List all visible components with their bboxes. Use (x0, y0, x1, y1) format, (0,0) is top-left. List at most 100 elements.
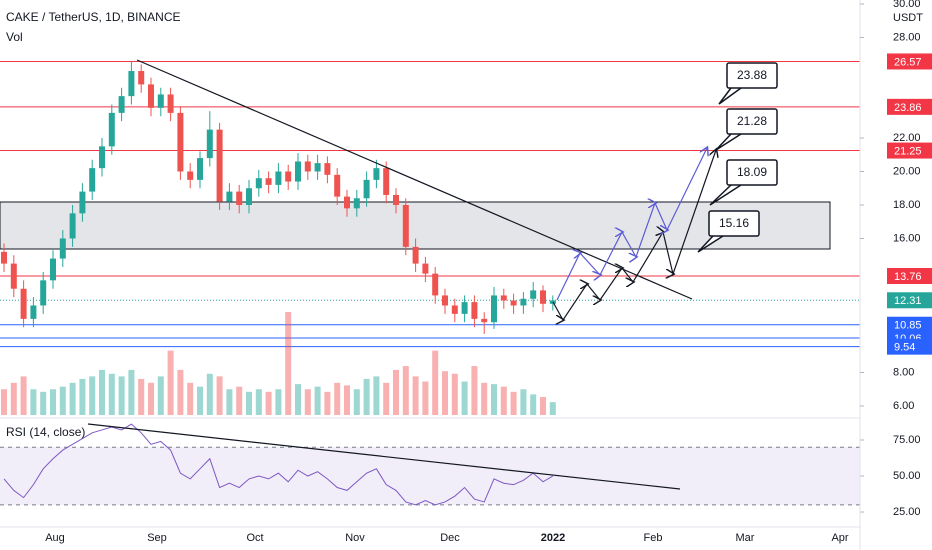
volume-bar (128, 369, 135, 415)
volume-bar (510, 391, 517, 415)
price-tag-label: 12.31 (894, 295, 922, 307)
price-tag-label: 13.76 (894, 271, 922, 283)
candle-body (216, 129, 223, 202)
volume-bar (216, 376, 223, 415)
candle-body (10, 263, 17, 289)
candle-body (226, 191, 233, 202)
candle-body (461, 302, 468, 314)
callout-pointer (718, 87, 742, 105)
candle-body (197, 158, 203, 180)
volume-bar (275, 389, 282, 415)
price-tag (887, 142, 932, 159)
volume-bar (265, 391, 272, 415)
price-tag-label: 26.57 (894, 56, 922, 68)
volume-bar (255, 389, 262, 415)
volume-bar (236, 386, 243, 415)
y-tick-label: 22.00 (893, 132, 921, 144)
rsi-band (0, 447, 860, 505)
candle-body (304, 161, 311, 172)
volume-bar (344, 385, 350, 415)
volume-bar (373, 376, 380, 415)
candle-body (236, 191, 243, 205)
volume-bar (402, 366, 409, 415)
callout-label: 18.09 (737, 165, 767, 179)
volume-bar (89, 376, 96, 415)
candle-body (40, 280, 47, 306)
volume-bar (334, 382, 341, 415)
candle-body (324, 163, 331, 175)
candle-body (334, 174, 341, 197)
callout-box (726, 159, 778, 186)
volume-bar (30, 389, 37, 415)
volume-bar (226, 389, 233, 415)
callout-pointer (715, 133, 742, 151)
candle-body (373, 168, 380, 180)
x-tick-label: Apr (831, 532, 848, 544)
symbol: CAKE / TetherUS, 1D, BINANCE (6, 10, 181, 24)
y-tick-label: 6.00 (893, 400, 914, 412)
x-tick-label: Feb (644, 532, 663, 544)
candle-body (363, 179, 370, 199)
candle-body (69, 213, 76, 239)
y-tick-label: 75.00 (893, 434, 921, 446)
volume-bar (540, 396, 546, 415)
y-tick-label: 25.00 (893, 506, 921, 518)
volume-bar (1, 389, 7, 415)
volume-bar (99, 369, 105, 415)
x-tick-label: Sep (147, 532, 167, 544)
candle-body (295, 161, 301, 182)
volume-bar (520, 389, 527, 415)
volume-bar (177, 369, 184, 415)
volume-bar (69, 382, 76, 415)
volume-bar (187, 382, 194, 415)
price-tag (887, 316, 932, 333)
candle-body (353, 198, 360, 209)
candle-body (1, 251, 7, 264)
candle-body (442, 295, 448, 306)
candle-body (520, 298, 527, 306)
x-tick-label: Dec (440, 532, 460, 544)
candle-body (59, 238, 66, 259)
candle-body (393, 194, 399, 205)
candle-body (108, 112, 115, 147)
volume-bar (167, 350, 174, 415)
candle-body (275, 171, 282, 185)
volume-bar (206, 373, 213, 415)
candle-body (451, 305, 458, 314)
volume-bar (79, 378, 86, 415)
candle-body (314, 163, 321, 172)
price-tag (887, 267, 932, 284)
volume-bar (20, 376, 27, 415)
candle-body (402, 204, 409, 247)
volume-bar (481, 382, 488, 415)
price-tag (887, 98, 932, 115)
volume-bar (295, 384, 301, 415)
candle-body (246, 188, 252, 205)
volume-bar (393, 369, 399, 415)
callout-label: 21.28 (737, 114, 767, 128)
candle-body (167, 94, 174, 113)
candle-body (118, 96, 125, 113)
callout-box (726, 108, 778, 135)
candle-body (383, 168, 390, 195)
candle-body (128, 71, 135, 97)
candle-body (422, 263, 429, 274)
x-tick-label: Aug (45, 532, 65, 544)
volume-bar (530, 394, 537, 415)
candle-body (187, 171, 194, 180)
rsi-trendline (87, 423, 681, 490)
candle-body (79, 191, 86, 214)
y-tick-label: 28.00 (893, 31, 921, 43)
x-tick-label: Nov (345, 532, 365, 544)
candle-body (20, 288, 27, 319)
y-tick-label: 18.00 (893, 199, 921, 211)
volume-bar (157, 376, 164, 415)
volume-bar (353, 389, 360, 415)
candle-body (540, 290, 546, 304)
candle-body (432, 273, 439, 296)
candle-body (30, 305, 37, 319)
y-tick-label: 30.00 (893, 0, 921, 10)
volume-bar (451, 373, 458, 415)
x-tick-label: Mar (736, 532, 755, 544)
